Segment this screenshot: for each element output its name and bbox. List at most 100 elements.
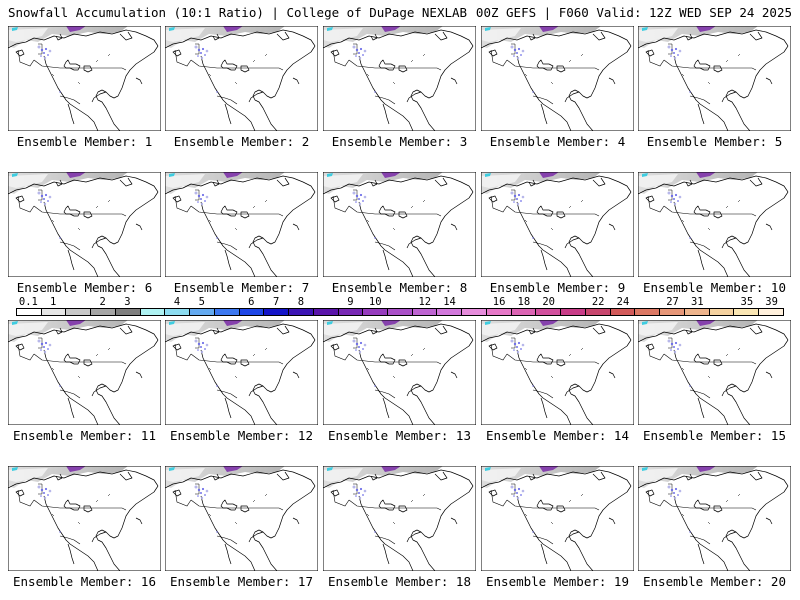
- north-america-map: [323, 466, 476, 571]
- north-america-map: [165, 26, 318, 131]
- ensemble-member-map: [165, 26, 318, 131]
- ensemble-member-label: Ensemble Member: 19: [486, 574, 629, 589]
- colorbar-tick-label: 5: [198, 296, 205, 308]
- ensemble-member-label: Ensemble Member: 20: [643, 574, 786, 589]
- colorbar-swatch: [610, 309, 636, 315]
- colorbar-swatch: [41, 309, 67, 315]
- colorbar-tick-label: 27: [666, 296, 679, 308]
- ensemble-member-map: [165, 320, 318, 425]
- north-america-map: [481, 172, 634, 277]
- colorbar-tick-label: 4: [173, 296, 181, 308]
- colorbar-tick-label: 0.1: [18, 296, 38, 308]
- ensemble-member-label: Ensemble Member: 17: [170, 574, 313, 589]
- colorbar-swatch: [709, 309, 735, 315]
- ensemble-member-map: [638, 466, 791, 571]
- ensemble-member-label: Ensemble Member: 14: [486, 428, 629, 443]
- ensemble-member-label: Ensemble Member: 9: [489, 280, 626, 295]
- ensemble-member-map: [8, 320, 161, 425]
- colorbar-swatch: [635, 309, 661, 315]
- ensemble-member-label: Ensemble Member: 1: [16, 134, 153, 149]
- colorbar-tick-label: 14: [443, 296, 456, 308]
- colorbar-swatch: [115, 309, 141, 315]
- colorbar-swatch: [190, 309, 215, 315]
- colorbar-swatch: [338, 309, 364, 315]
- colorbar-swatch: [289, 309, 314, 315]
- ensemble-member-label: Ensemble Member: 18: [328, 574, 471, 589]
- colorbar-tick-label: 24: [616, 296, 630, 308]
- colorbar-swatch: [214, 309, 240, 315]
- ensemble-member-label: Ensemble Member: 5: [646, 134, 783, 149]
- colorbar-swatch: [486, 309, 512, 315]
- colorbar-tick-label: 10: [368, 296, 382, 308]
- colorbar-swatch: [165, 309, 191, 315]
- colorbar-swatch: [17, 309, 42, 315]
- colorbar-tick-label: 22: [591, 296, 605, 308]
- colorbar-tick-label: 3: [124, 296, 131, 308]
- ensemble-member-map: [481, 320, 634, 425]
- ensemble-member-label: Ensemble Member: 10: [643, 280, 786, 295]
- north-america-map: [638, 466, 791, 571]
- colorbar-swatch: [437, 309, 463, 315]
- colorbar-swatch: [66, 309, 92, 315]
- colorbar-swatch: [684, 309, 710, 315]
- ensemble-member-label: Ensemble Member: 13: [328, 428, 471, 443]
- colorbar-swatch: [239, 309, 265, 315]
- colorbar-swatch: [511, 309, 537, 315]
- colorbar-tick-label: 39: [765, 296, 778, 308]
- colorbar-swatch: [313, 309, 339, 315]
- ensemble-member-map: [638, 172, 791, 277]
- colorbar-tick-label: 6: [248, 296, 255, 308]
- ensemble-member-map: [481, 26, 634, 131]
- north-america-map: [8, 466, 161, 571]
- colorbar-tick-label: 1: [49, 296, 57, 308]
- colorbar-tick-label: 31: [690, 296, 704, 308]
- north-america-map: [638, 320, 791, 425]
- colorbar-swatch: [140, 309, 166, 315]
- ensemble-member-map: [323, 172, 476, 277]
- north-america-map: [481, 466, 634, 571]
- north-america-map: [323, 320, 476, 425]
- colorbar-tick-label: 7: [272, 296, 280, 308]
- ensemble-member-map: [8, 466, 161, 571]
- north-america-map: [638, 172, 791, 277]
- colorbar-swatch: [462, 309, 487, 315]
- north-america-map: [165, 172, 318, 277]
- run-valid-time: 00Z GEFS | F060 Valid: 12Z WED SEP 24 20…: [475, 5, 792, 20]
- north-america-map: [638, 26, 791, 131]
- north-america-map: [8, 172, 161, 277]
- north-america-map: [481, 320, 634, 425]
- plot-title: Snowfall Accumulation (10:1 Ratio) | Col…: [8, 5, 468, 20]
- ensemble-member-label: Ensemble Member: 4: [489, 134, 626, 149]
- colorbar-swatch: [734, 309, 760, 315]
- colorbar-swatch: [412, 309, 438, 315]
- ensemble-member-map: [638, 320, 791, 425]
- ensemble-member-map: [481, 172, 634, 277]
- ensemble-member-label: Ensemble Member: 12: [170, 428, 313, 443]
- colorbar-swatch: [536, 309, 562, 315]
- colorbar-tick-label: 2: [99, 296, 106, 308]
- ensemble-member-map: [8, 26, 161, 131]
- colorbar-swatch: [759, 309, 783, 315]
- ensemble-member-map: [165, 172, 318, 277]
- north-america-map: [165, 466, 318, 571]
- colorbar-tick-label: 35: [740, 296, 754, 308]
- colorbar-tick-label: 18: [517, 296, 531, 308]
- colorbar-swatch: [561, 309, 586, 315]
- ensemble-member-label: Ensemble Member: 3: [331, 134, 468, 149]
- ensemble-member-label: Ensemble Member: 16: [13, 574, 156, 589]
- ensemble-member-map: [323, 466, 476, 571]
- north-america-map: [8, 26, 161, 131]
- colorbar-tick-label: 16: [492, 296, 506, 308]
- ensemble-member-map: [165, 466, 318, 571]
- colorbar-swatch: [363, 309, 389, 315]
- north-america-map: [323, 26, 476, 131]
- ensemble-member-map: [323, 26, 476, 131]
- north-america-map: [323, 172, 476, 277]
- ensemble-member-label: Ensemble Member: 15: [643, 428, 786, 443]
- ensemble-member-map: [323, 320, 476, 425]
- ensemble-member-label: Ensemble Member: 7: [173, 280, 310, 295]
- ensemble-member-label: Ensemble Member: 2: [173, 134, 310, 149]
- colorbar-swatch: [660, 309, 685, 315]
- north-america-map: [8, 320, 161, 425]
- ensemble-member-label: Ensemble Member: 8: [331, 280, 468, 295]
